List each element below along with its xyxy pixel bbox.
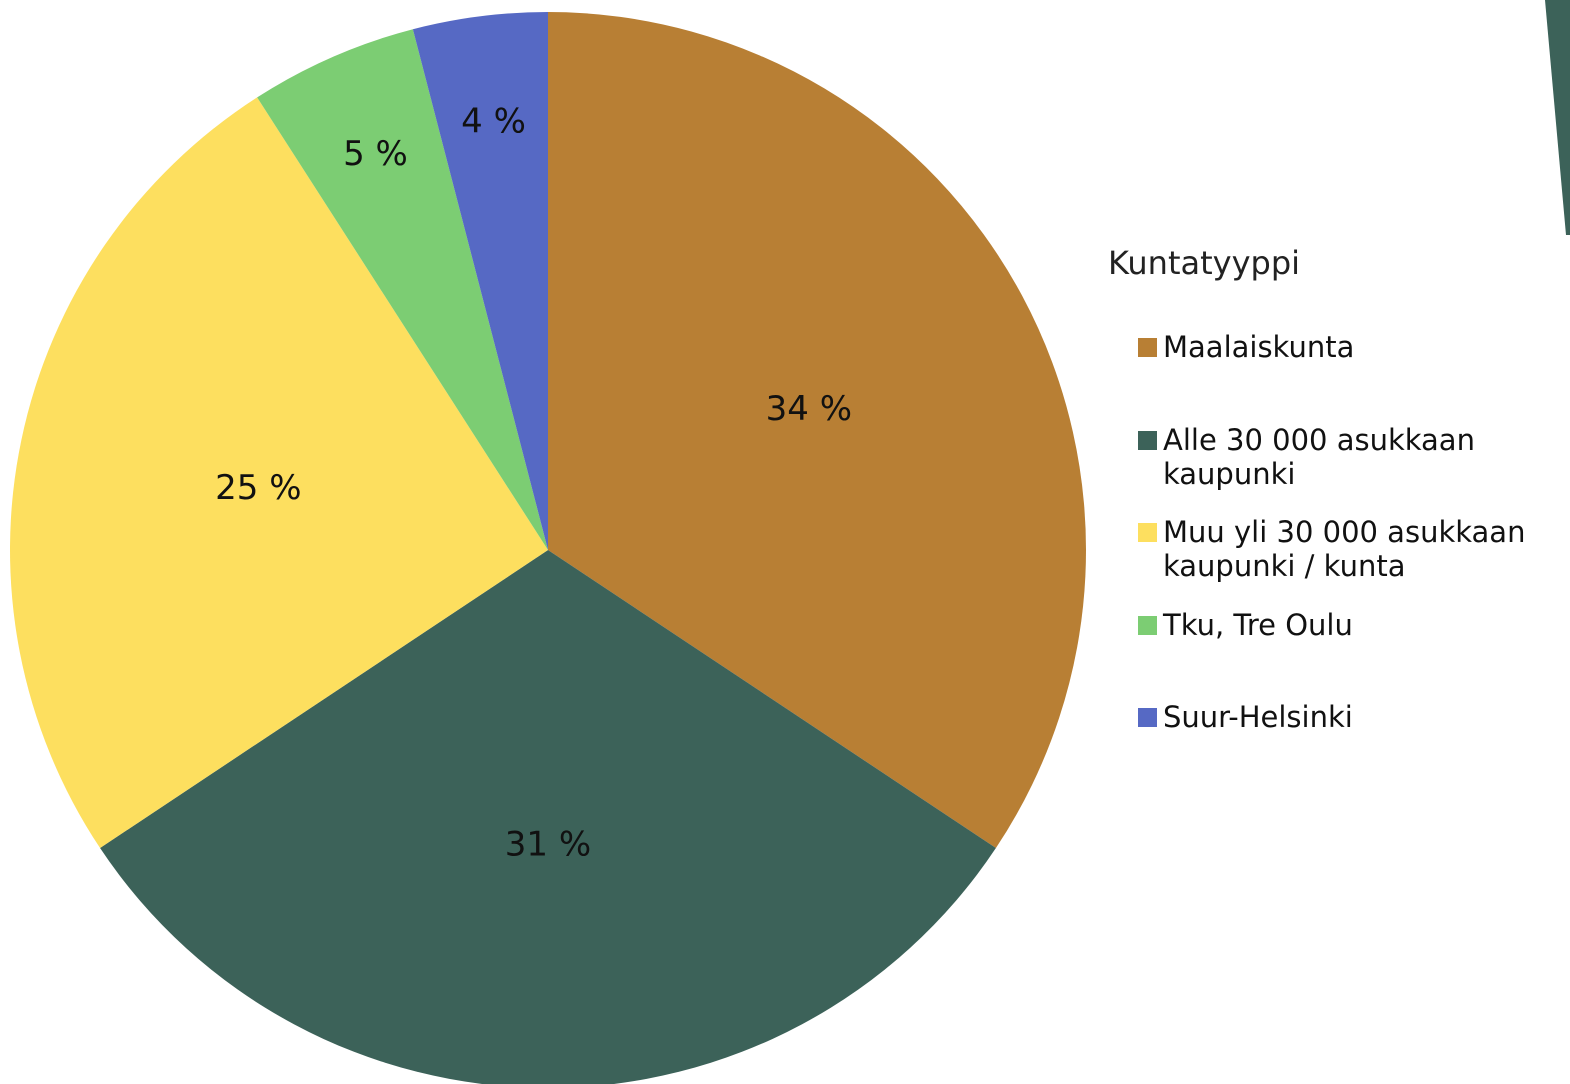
legend-label: Maalaiskunta [1163, 330, 1355, 364]
decoration [1545, 0, 1570, 235]
legend-swatch [1138, 338, 1157, 357]
legend-label: Alle 30 000 asukkaan kaupunki [1163, 422, 1475, 491]
legend-item: Muu yli 30 000 asukkaan kaupunki / kunta [1138, 515, 1568, 583]
legend-label: Tku, Tre Oulu [1163, 607, 1353, 642]
data-label: 5 % [343, 134, 408, 174]
legend-item: Maalaiskunta [1138, 330, 1568, 364]
pie-slice [257, 29, 548, 551]
legend-label: Suur-Helsinki [1163, 700, 1353, 734]
data-label: 34 % [766, 389, 852, 429]
pie-slice [412, 12, 548, 550]
data-label: 4 % [461, 102, 526, 142]
legend-item: Alle 30 000 asukkaan kaupunki [1138, 423, 1568, 491]
legend-title: Kuntatyyppi [1108, 244, 1301, 282]
data-label: 31 % [505, 824, 591, 864]
legend-item: Suur-Helsinki [1138, 700, 1568, 734]
legend-label: Muu yli 30 000 asukkaan kaupunki / kunta [1163, 515, 1526, 583]
legend-swatch [1138, 430, 1157, 450]
legend-item: Tku, Tre Oulu [1138, 608, 1568, 642]
pie-slice [9, 97, 549, 849]
legend-swatch [1138, 523, 1157, 542]
pie-slice [548, 12, 1086, 849]
legend-swatch [1138, 708, 1157, 727]
data-label: 25 % [215, 468, 301, 508]
legend-swatch [1138, 615, 1157, 635]
pie-slice [100, 550, 996, 1084]
